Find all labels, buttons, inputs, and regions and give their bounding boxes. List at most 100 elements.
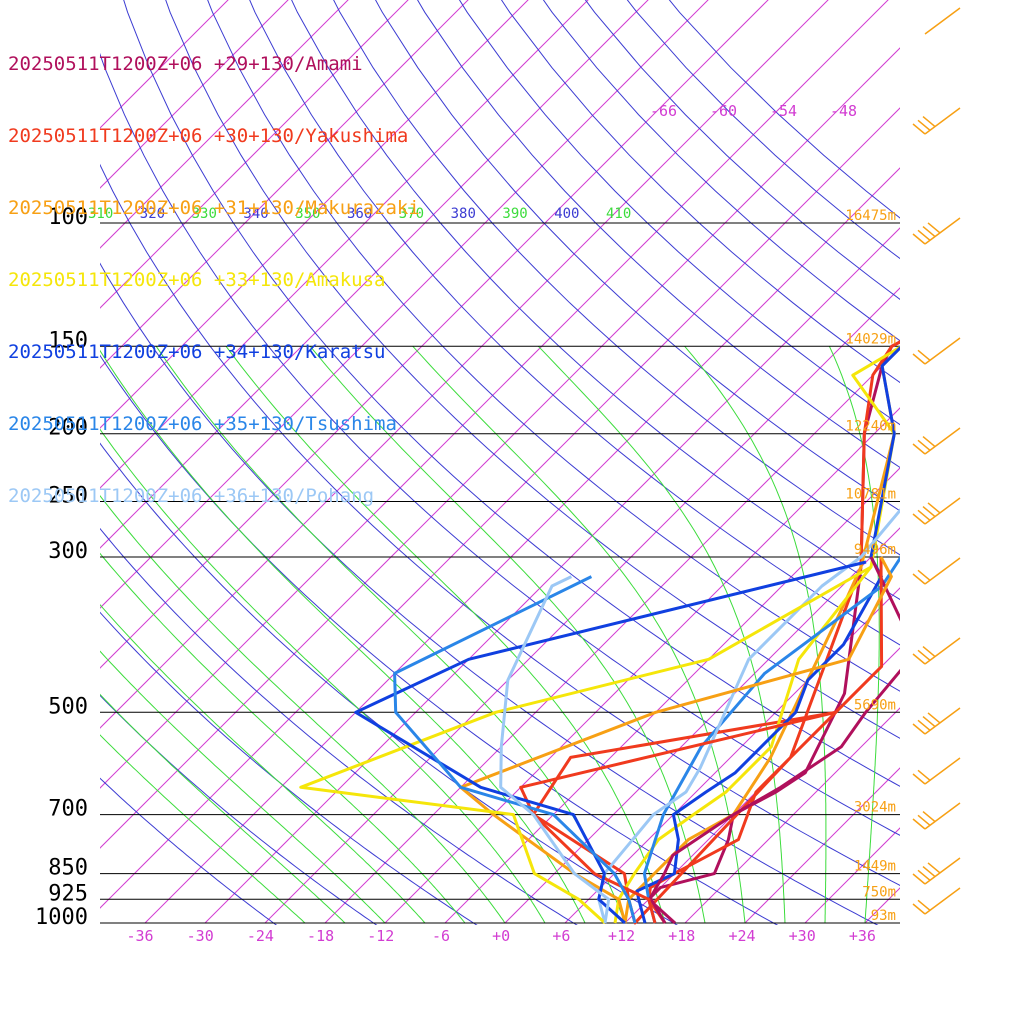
profile-line <box>648 556 900 924</box>
wind-barb <box>912 107 961 135</box>
pressure-label: 100 <box>48 205 88 230</box>
isotherm-line <box>985 0 1024 923</box>
height-label: 750m <box>862 884 896 900</box>
dry-adiabat-line <box>165 0 900 739</box>
height-label: 5690m <box>854 697 896 713</box>
pressure-label: 925 <box>48 881 88 906</box>
wind-barbs <box>912 7 961 915</box>
theta-label: 390 <box>502 206 527 222</box>
isotherm-line <box>100 0 229 129</box>
moist-adiabat-line <box>100 494 506 924</box>
dry-adiabat-line <box>100 777 278 925</box>
isotherm-line <box>324 347 900 924</box>
height-label: 93m <box>871 908 896 924</box>
pressure-label: 700 <box>48 797 88 822</box>
temperature-tick-label: +18 <box>668 927 695 945</box>
profile-line <box>499 575 611 924</box>
temperature-tick-label: -24 <box>247 927 274 945</box>
temperature-tick-label: +24 <box>728 927 755 945</box>
isotherm-top-label: -54 <box>770 102 797 120</box>
pressure-label: 850 <box>48 856 88 881</box>
wind-barb <box>912 217 961 245</box>
temperature-tick-label: -36 <box>126 927 153 945</box>
height-label: 12240m <box>845 419 896 435</box>
temperature-tick-label: +6 <box>552 927 570 945</box>
profile-line <box>597 508 900 924</box>
dry-adiabat-line <box>291 0 900 601</box>
isotherm-line <box>804 827 900 924</box>
isotherm-line <box>384 407 900 924</box>
theta-label: 360 <box>347 206 372 222</box>
moist-adiabat-line <box>412 345 746 924</box>
theta-label: 330 <box>192 206 217 222</box>
height-label: 1449m <box>854 859 896 875</box>
dry-adiabat-line <box>100 163 900 887</box>
axis-labels: 100 16475m 150 14029m 200 12240m 250 10781m 300 9… <box>35 102 896 945</box>
wind-barb <box>912 427 961 455</box>
theta-label: 310 <box>88 206 113 222</box>
pressure-label: 1000 <box>35 905 88 930</box>
legend-entry-karatsu: 20250511T1200Z+06 +34+130/Karatsu <box>8 341 386 363</box>
sounding-profiles <box>299 340 900 925</box>
pressure-label: 300 <box>48 539 88 564</box>
theta-label: 370 <box>399 206 424 222</box>
isotherm-line <box>100 0 349 249</box>
dry-adiabat-line <box>100 527 578 925</box>
moist-adiabat-line <box>155 346 626 924</box>
dry-adiabat-line <box>333 0 900 556</box>
pressure-label: 200 <box>48 416 88 441</box>
profile-line <box>519 556 884 924</box>
wind-barb <box>912 637 961 665</box>
isotherm-line <box>925 0 1024 923</box>
wind-barb <box>912 857 961 885</box>
profile-line <box>623 345 900 924</box>
isotherm-line <box>684 707 900 924</box>
theta-label: 400 <box>554 206 579 222</box>
profile-line <box>642 554 900 924</box>
dry-adiabat-line <box>123 0 900 787</box>
dry-adiabat-line <box>375 0 900 512</box>
profile-line <box>635 345 900 924</box>
moist-adiabat-line <box>100 650 386 924</box>
temperature-tick-label: -18 <box>307 927 334 945</box>
moist-adiabat-line <box>100 349 586 924</box>
legend-entry-yakushima: 20250511T1200Z+06 +30+130/Yakushima <box>8 125 409 147</box>
height-label: 14029m <box>845 331 896 347</box>
theta-label: 350 <box>295 206 320 222</box>
temperature-tick-label: +30 <box>789 927 816 945</box>
theta-label: 380 <box>451 206 476 222</box>
wind-barb <box>912 757 961 785</box>
legend-entry-makurazaki: 20250511T1200Z+06 +31+130/Makurazaki <box>8 197 420 219</box>
isotherm-line <box>100 0 469 369</box>
legend: 20250511T1200Z+06 +29+130/Amami 20250511… <box>8 4 420 532</box>
dry-adiabat-line <box>100 354 779 925</box>
legend-entry-tsushima: 20250511T1200Z+06 +35+130/Tsushima <box>8 413 397 435</box>
isotherm-line <box>100 0 409 309</box>
pressure-lines <box>100 222 900 924</box>
profile-line <box>354 560 867 925</box>
isotherm-top-label: -60 <box>710 102 737 120</box>
theta-label: 410 <box>606 206 631 222</box>
isotherm-line <box>624 647 900 924</box>
moist-adiabat-line <box>100 693 346 924</box>
wind-barb <box>912 337 961 365</box>
isotherm-line <box>564 587 900 924</box>
moist-adiabat-line <box>100 428 546 924</box>
moist-adiabat-line <box>100 734 306 924</box>
dry-adiabat-line <box>249 0 900 646</box>
dry-adiabat-line <box>100 611 478 925</box>
temperature-tick-label: +0 <box>492 927 510 945</box>
dry-adiabat-line <box>417 0 900 469</box>
isotherm-line <box>100 0 289 189</box>
moist-adiabat-line <box>828 346 880 924</box>
isotherm-line <box>100 0 529 429</box>
legend-entry-amakusa: 20250511T1200Z+06 +33+130/Amakusa <box>8 269 386 291</box>
pressure-label: 250 <box>48 484 88 509</box>
temperature-tick-label: +36 <box>849 927 876 945</box>
temperature-tick-label: -12 <box>367 927 394 945</box>
height-label: 9496m <box>854 542 896 558</box>
pressure-label: 150 <box>48 328 88 353</box>
moist-adiabat-line <box>684 345 827 923</box>
height-label: 16475m <box>845 208 896 224</box>
